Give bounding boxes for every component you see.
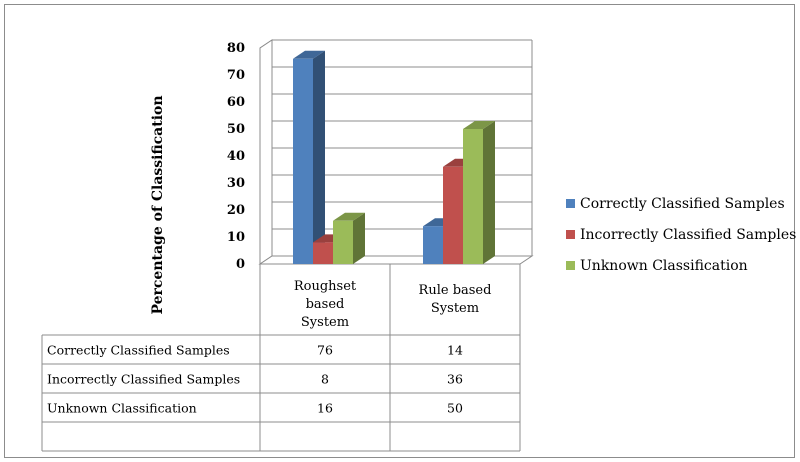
table-row-label: Incorrectly Classified Samples xyxy=(47,372,240,387)
category-label: based xyxy=(306,297,345,312)
legend-swatch xyxy=(566,199,575,208)
table-row-label: Unknown Classification xyxy=(47,401,197,416)
bar-side xyxy=(313,50,325,264)
side-wall xyxy=(259,39,273,265)
table-cell-value: 16 xyxy=(317,401,333,416)
y-tick-label: 50 xyxy=(227,122,245,137)
bar-front xyxy=(423,226,443,264)
y-tick-label: 30 xyxy=(227,176,245,191)
y-tick-label: 20 xyxy=(227,203,245,218)
legend-label: Incorrectly Classified Samples xyxy=(580,227,796,243)
y-axis-label: Percentage of Classification xyxy=(150,95,166,314)
y-tick-labels: 0 10 20 30 40 50 60 70 80 xyxy=(227,41,245,272)
bars xyxy=(293,50,495,264)
bar-side xyxy=(483,121,495,264)
table-cell-value: 50 xyxy=(447,401,463,416)
chart-frame xyxy=(4,4,795,458)
legend-swatch xyxy=(566,261,575,270)
bar xyxy=(463,121,495,264)
bar xyxy=(293,50,325,264)
gridline xyxy=(259,39,532,49)
legend: Correctly Classified Samples Incorrectly … xyxy=(566,196,796,274)
y-tick-label: 60 xyxy=(227,95,245,110)
y-tick-label: 80 xyxy=(227,41,245,56)
table-row-label: Correctly Classified Samples xyxy=(47,343,230,358)
table-cell-value: 8 xyxy=(321,372,329,387)
data-table: Roughset based System Rule based System Corre… xyxy=(41,264,521,452)
table-cell-value: 76 xyxy=(317,343,333,358)
table-cell-value: 14 xyxy=(447,343,463,358)
legend-swatch xyxy=(566,230,575,239)
category-label: System xyxy=(431,301,479,316)
bar-side xyxy=(353,212,365,264)
bar-front xyxy=(333,220,353,264)
bar-front xyxy=(313,242,333,264)
category-label: System xyxy=(301,315,349,330)
legend-label: Unknown Classification xyxy=(580,258,748,274)
legend-label: Correctly Classified Samples xyxy=(580,196,785,212)
category-label: Roughset xyxy=(294,279,357,294)
y-tick-label: 70 xyxy=(227,68,245,83)
bar-front xyxy=(443,166,463,264)
bar-top xyxy=(463,121,495,129)
bar xyxy=(333,212,365,264)
y-tick-label: 0 xyxy=(236,257,245,272)
table-cell-value: 36 xyxy=(447,372,463,387)
bar-front xyxy=(293,58,313,264)
bar-front xyxy=(463,129,483,264)
bar-top xyxy=(293,50,325,59)
y-tick-label: 40 xyxy=(227,149,245,164)
category-label: Rule based xyxy=(419,283,492,298)
bar-top xyxy=(333,212,365,221)
y-tick-label: 10 xyxy=(227,230,245,245)
